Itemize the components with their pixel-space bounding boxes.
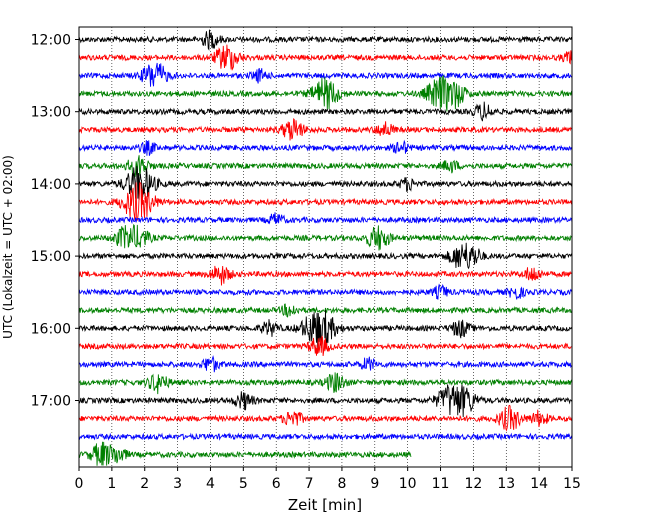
seismogram-trace bbox=[78, 101, 573, 122]
x-axis-ticks: 0 1 2 3 4 5 6 7 8 9 10 11 12 13 14 15 bbox=[75, 467, 581, 492]
seismogram-trace bbox=[78, 283, 573, 300]
x-tick-label: 10 bbox=[399, 476, 417, 492]
x-tick-label: 3 bbox=[173, 476, 182, 492]
seismogram-trace bbox=[78, 117, 573, 141]
x-tick-label: 7 bbox=[305, 476, 314, 492]
x-tick-label: 15 bbox=[563, 476, 581, 492]
seismogram-trace bbox=[78, 441, 412, 466]
seismogram-trace bbox=[78, 404, 573, 432]
seismogram-trace bbox=[78, 44, 573, 72]
x-tick-label: 12 bbox=[464, 476, 482, 492]
seismogram-trace bbox=[78, 303, 573, 318]
y-tick-label: 13:00 bbox=[31, 105, 71, 121]
y-axis-ticks: 12:00 13:00 14:00 15:00 16:00 17:00 bbox=[31, 33, 79, 410]
seismogram-trace bbox=[78, 310, 573, 350]
seismogram-trace bbox=[78, 384, 573, 417]
y-tick-label: 17:00 bbox=[31, 394, 71, 410]
y-tick-label: 16:00 bbox=[31, 321, 71, 337]
x-tick-label: 4 bbox=[206, 476, 215, 492]
grid-lines bbox=[111, 27, 540, 467]
x-tick-label: 8 bbox=[337, 476, 346, 492]
y-tick-label: 15:00 bbox=[31, 249, 71, 265]
seismogram-trace bbox=[78, 242, 573, 270]
seismogram-trace bbox=[78, 355, 573, 373]
x-tick-label: 11 bbox=[432, 476, 450, 492]
x-tick-label: 14 bbox=[530, 476, 548, 492]
seismogram-trace bbox=[78, 155, 573, 177]
seismogram-trace bbox=[78, 75, 573, 112]
x-tick-label: 9 bbox=[370, 476, 379, 492]
y-axis-label: UTC (Lokalzeit = UTC + 02:00) bbox=[1, 155, 15, 339]
x-tick-label: 1 bbox=[107, 476, 116, 492]
seismogram-trace bbox=[78, 223, 573, 251]
seismogram-trace bbox=[78, 29, 573, 51]
x-tick-label: 0 bbox=[75, 476, 84, 492]
seismogram-trace bbox=[78, 182, 573, 222]
x-axis-label: Zeit [min] bbox=[288, 496, 362, 514]
seismogram-trace bbox=[78, 432, 573, 441]
seismogram-trace bbox=[78, 139, 573, 156]
trace-lines bbox=[78, 29, 573, 466]
seismogram-trace bbox=[78, 62, 573, 87]
y-tick-label: 12:00 bbox=[31, 33, 71, 49]
seismogram-trace bbox=[78, 166, 573, 200]
seismogram-trace bbox=[78, 212, 573, 225]
x-tick-label: 2 bbox=[140, 476, 149, 492]
x-tick-label: 6 bbox=[272, 476, 281, 492]
x-tick-label: 13 bbox=[497, 476, 515, 492]
x-tick-label: 5 bbox=[239, 476, 248, 492]
seismogram-trace bbox=[78, 265, 573, 286]
seismogram-trace bbox=[78, 372, 573, 395]
y-tick-label: 14:00 bbox=[31, 177, 71, 193]
plot-frame bbox=[78, 26, 573, 468]
seismogram-trace bbox=[78, 335, 573, 357]
